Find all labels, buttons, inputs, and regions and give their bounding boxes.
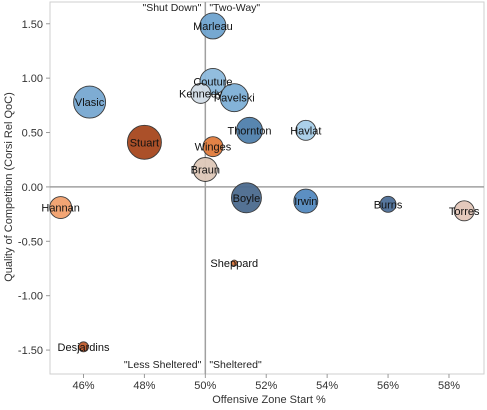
point-kennedy — [190, 82, 212, 104]
x-tick-label: 52% — [255, 380, 277, 392]
point-thornton — [236, 116, 263, 144]
point-label-irwin: Irwin — [294, 196, 317, 208]
point-label-sheppard: Sheppard — [210, 258, 258, 270]
point-label-kennedy: Kennedy — [179, 88, 223, 100]
x-tick-label: 48% — [133, 380, 155, 392]
point-label-winges: Winges — [195, 142, 232, 154]
point-sheppard — [230, 259, 238, 267]
point-boyle — [230, 182, 262, 214]
point-label-vlasic: Vlasic — [75, 97, 105, 109]
quadrant-labels: "Shut Down" "Two-Way" "Less Sheltered" "She… — [124, 2, 262, 371]
point-vlasic — [73, 85, 107, 119]
point-desjardins — [78, 341, 89, 353]
y-tick-label: 0.00 — [22, 182, 43, 194]
data-points — [49, 12, 475, 353]
point-havlat — [295, 119, 317, 141]
point-label-marleau: Marleau — [193, 21, 233, 33]
axes: 1.50 1.00 0.50 0.00 -0.50 -1.00 -1.50 46% 48% 50%… — [18, 1, 485, 392]
point-torres — [453, 200, 475, 222]
x-tick-label: 54% — [316, 380, 338, 392]
point-hannan — [49, 196, 73, 220]
point-label-boyle: Boyle — [233, 193, 261, 205]
point-label-havlat: Havlat — [290, 125, 321, 137]
point-marleau — [199, 12, 227, 40]
y-tick-label: 0.50 — [22, 128, 43, 140]
point-label-hannan: Hannan — [41, 203, 80, 215]
point-label-pavelski: Pavelski — [214, 93, 255, 105]
y-tick-label: -1.50 — [18, 345, 43, 357]
y-tick-label: 1.50 — [22, 19, 43, 31]
x-tick-label: 58% — [438, 380, 460, 392]
quadrant-label-bottom-right: "Sheltered" — [209, 359, 262, 371]
point-braun — [192, 157, 218, 182]
point-label-braun: Braun — [191, 165, 220, 177]
x-tick-label: 56% — [377, 380, 399, 392]
y-tick-label: 1.00 — [22, 73, 43, 85]
x-axis-title: Offensive Zone Start % — [212, 394, 326, 406]
point-label-torres: Torres — [449, 206, 480, 218]
point-label-thornton: Thornton — [227, 125, 271, 137]
point-burns — [379, 195, 397, 213]
point-label-desjardins: Desjardins — [58, 342, 110, 354]
y-axis-title: Quality of Competition (Corsi Rel QoC) — [3, 92, 15, 282]
y-tick-label: -1.00 — [18, 291, 43, 303]
point-label-couture: Couture — [193, 76, 232, 88]
quadrant-label-top-left: "Shut Down" — [142, 2, 201, 14]
point-pavelski — [219, 83, 249, 113]
x-tick-label: 46% — [72, 380, 94, 392]
point-label-burns: Burns — [374, 199, 403, 211]
y-tick-label: -0.50 — [18, 236, 43, 248]
quadrant-label-top-right: "Two-Way" — [209, 2, 260, 14]
plot-frame — [49, 1, 485, 375]
quadrant-label-bottom-left: "Less Sheltered" — [124, 359, 202, 371]
point-irwin — [293, 188, 319, 214]
point-stuart — [126, 124, 162, 160]
point-label-stuart: Stuart — [130, 137, 159, 149]
x-tick-label: 50% — [194, 380, 216, 392]
point-winges — [202, 136, 224, 158]
